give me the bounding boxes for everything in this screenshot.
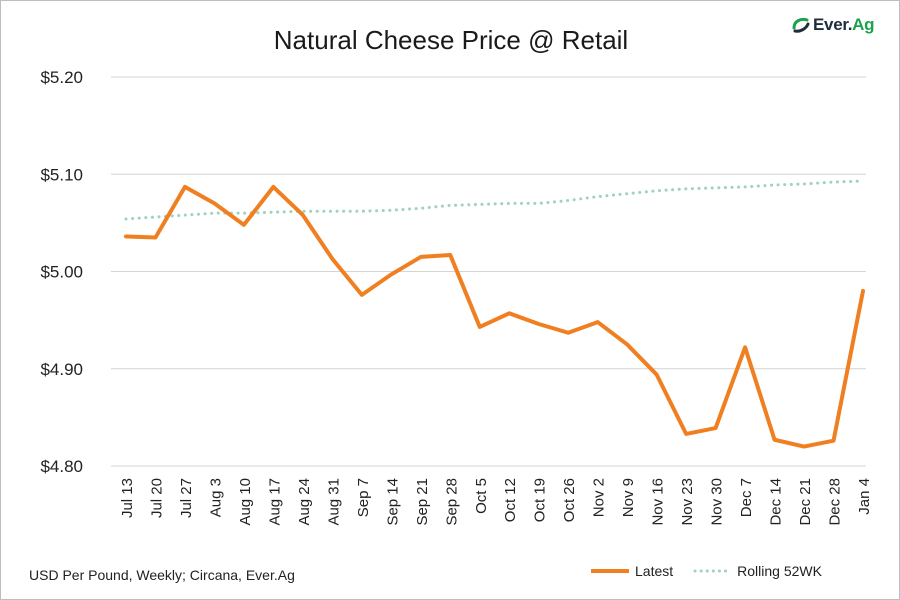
legend-item-latest: Latest bbox=[591, 563, 673, 579]
x-tick-label: Jul 27 bbox=[178, 478, 195, 518]
x-tick-label: Aug 3 bbox=[207, 478, 224, 517]
x-tick-label: Dec 7 bbox=[738, 478, 755, 517]
x-tick-label: Dec 28 bbox=[827, 478, 844, 526]
series-line-latest bbox=[124, 184, 865, 449]
everag-logo: Ever.Ag bbox=[791, 13, 875, 37]
y-tick-label: $5.20 bbox=[40, 68, 83, 87]
chart-legend: Latest Rolling 52WK bbox=[591, 563, 842, 579]
x-tick-label: Nov 2 bbox=[591, 478, 608, 517]
x-tick-label: Oct 5 bbox=[473, 478, 490, 514]
x-tick-label: Sep 7 bbox=[355, 478, 372, 517]
x-tick-label: Aug 31 bbox=[325, 478, 342, 526]
legend-label-latest: Latest bbox=[635, 563, 674, 579]
chart-title: Natural Cheese Price @ Retail bbox=[273, 25, 629, 55]
x-tick-label: Jan 4 bbox=[856, 478, 873, 515]
x-tick-label: Sep 21 bbox=[414, 478, 431, 526]
x-tick-label: Dec 21 bbox=[797, 478, 814, 526]
x-tick-label: Nov 23 bbox=[679, 478, 696, 526]
everag-logo-icon bbox=[792, 17, 810, 33]
y-tick-label: $5.10 bbox=[40, 165, 83, 184]
y-tick-label: $4.90 bbox=[40, 360, 83, 379]
x-tick-label: Nov 16 bbox=[650, 478, 667, 526]
legend-swatch-rolling bbox=[693, 569, 732, 573]
series-line-rolling-52wk bbox=[124, 179, 865, 221]
source-note: USD Per Pound, Weekly; Circana, Ever.Ag bbox=[29, 567, 295, 583]
y-tick-label: $5.00 bbox=[40, 263, 83, 282]
x-tick-label: Sep 28 bbox=[443, 478, 460, 526]
logo-text-accent: Ag bbox=[852, 15, 875, 34]
x-tick-label: Nov 9 bbox=[620, 478, 637, 517]
x-tick-label: Aug 10 bbox=[237, 478, 254, 526]
legend-label-rolling: Rolling 52WK bbox=[737, 563, 822, 579]
x-tick-label: Oct 26 bbox=[561, 478, 578, 522]
x-tick-label: Sep 14 bbox=[384, 478, 401, 526]
line-chart: $4.80 $4.90 $5.00 $5.10 $5.20 Jul 13 Jul 20 Jul… bbox=[40, 68, 873, 526]
x-tick-label: Aug 24 bbox=[296, 478, 313, 526]
legend-swatch-latest bbox=[591, 569, 629, 573]
legend-item-rolling: Rolling 52WK bbox=[693, 563, 822, 579]
x-tick-label: Oct 12 bbox=[502, 478, 519, 522]
x-tick-label: Aug 17 bbox=[266, 478, 283, 526]
x-tick-label: Jul 20 bbox=[148, 478, 165, 518]
logo-text-main: Ever. bbox=[813, 15, 853, 34]
x-tick-label: Oct 19 bbox=[532, 478, 549, 522]
x-tick-label: Nov 30 bbox=[709, 478, 726, 526]
y-tick-label: $4.80 bbox=[40, 457, 83, 476]
x-tick-label: Dec 14 bbox=[768, 478, 785, 526]
x-tick-label: Jul 13 bbox=[119, 478, 136, 518]
logo-wordmark: Ever.Ag bbox=[813, 15, 875, 35]
